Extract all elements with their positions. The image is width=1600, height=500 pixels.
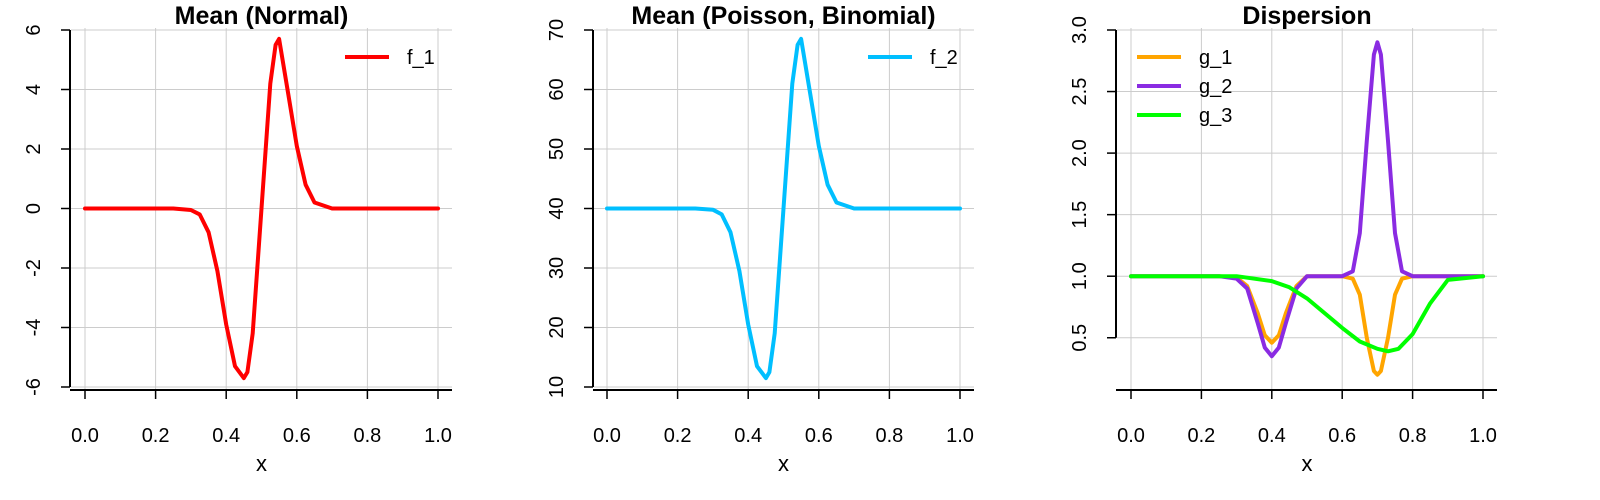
series-line-g-2: [1129, 40, 1485, 359]
legend: f_2: [868, 47, 958, 69]
y-tick-label: -4: [23, 319, 45, 337]
x-tick-label: 0.8: [875, 425, 903, 447]
x-tick-label: 0.2: [1187, 425, 1215, 447]
series-line-f-1: [83, 36, 440, 381]
x-tick-label: 0.0: [1117, 425, 1145, 447]
legend-label: g_2: [1199, 76, 1232, 98]
x-tick-label: 0.6: [1328, 425, 1356, 447]
y-tick-label: 2.0: [1069, 139, 1091, 167]
x-tick-label: 0.6: [805, 425, 833, 447]
y-tick-label: 3.0: [1069, 16, 1091, 44]
series-line-f-2: [605, 36, 962, 381]
y-tick-label: 1.5: [1069, 201, 1091, 229]
chart-title: Dispersion: [1242, 2, 1371, 30]
x-tick-label: 1.0: [424, 425, 452, 447]
legend: g_1 g_2 g_3: [1137, 47, 1232, 127]
grid: [1117, 28, 1497, 389]
y-tick-label: 40: [546, 197, 568, 219]
x-tick-label: 0.6: [283, 425, 311, 447]
y-tick-label: 1.0: [1069, 262, 1091, 290]
panel-mean-poisson-binomial: Mean (Poisson, Binomial) x 0.0 0.2 0.4 0.6 0…: [546, 2, 974, 476]
legend-label: f_2: [930, 47, 958, 69]
y-tick-label: 2.5: [1069, 78, 1091, 106]
y-tick-label: 6: [23, 24, 45, 35]
y-tick-label: 70: [546, 19, 568, 41]
x-tick-label: 0.8: [1399, 425, 1427, 447]
y-tick-label: 2: [23, 143, 45, 154]
y-tick-label: -2: [23, 259, 45, 277]
y-tick-label: 0: [23, 203, 45, 214]
x-tick-label: 1.0: [946, 425, 974, 447]
x-axis-label: x: [256, 451, 267, 476]
x-tick-label: 0.2: [664, 425, 692, 447]
y-tick-label: 4: [23, 84, 45, 95]
y-tick-label: 0.5: [1069, 324, 1091, 352]
y-tick-label: 50: [546, 138, 568, 160]
y-tick-label: 20: [546, 316, 568, 338]
x-tick-label: 0.4: [1258, 425, 1286, 447]
legend: f_1: [345, 47, 435, 69]
legend-label: g_3: [1199, 105, 1232, 127]
x-axis-label: x: [1302, 451, 1313, 476]
y-tick-label: -6: [23, 378, 45, 396]
x-tick-label: 1.0: [1469, 425, 1497, 447]
x-tick-label: 0.4: [734, 425, 762, 447]
x-tick-label: 0.0: [593, 425, 621, 447]
x-tick-label: 0.0: [71, 425, 99, 447]
panel-dispersion: Dispersion x 0.0 0.2 0.4 0.6 0.8 1.0 0.5 1.0 1.5…: [1069, 2, 1497, 476]
x-tick-label: 0.2: [142, 425, 170, 447]
series-line-g-1: [1129, 274, 1485, 377]
legend-label: g_1: [1199, 47, 1232, 69]
x-axis-label: x: [778, 451, 789, 476]
x-tick-label: 0.4: [212, 425, 240, 447]
series-line-g-3: [1129, 274, 1485, 354]
y-tick-label: 30: [546, 257, 568, 279]
y-tick-label: 60: [546, 78, 568, 100]
y-tick-label: 10: [546, 376, 568, 398]
chart-title: Mean (Poisson, Binomial): [631, 2, 935, 30]
x-tick-label: 0.8: [353, 425, 381, 447]
legend-label: f_1: [407, 47, 435, 69]
chart-title: Mean (Normal): [175, 2, 349, 30]
panel-mean-normal: Mean (Normal) x 0.0 0.2 0.4 0.6 0.8 1.0 -6 -4 -2…: [23, 2, 452, 476]
